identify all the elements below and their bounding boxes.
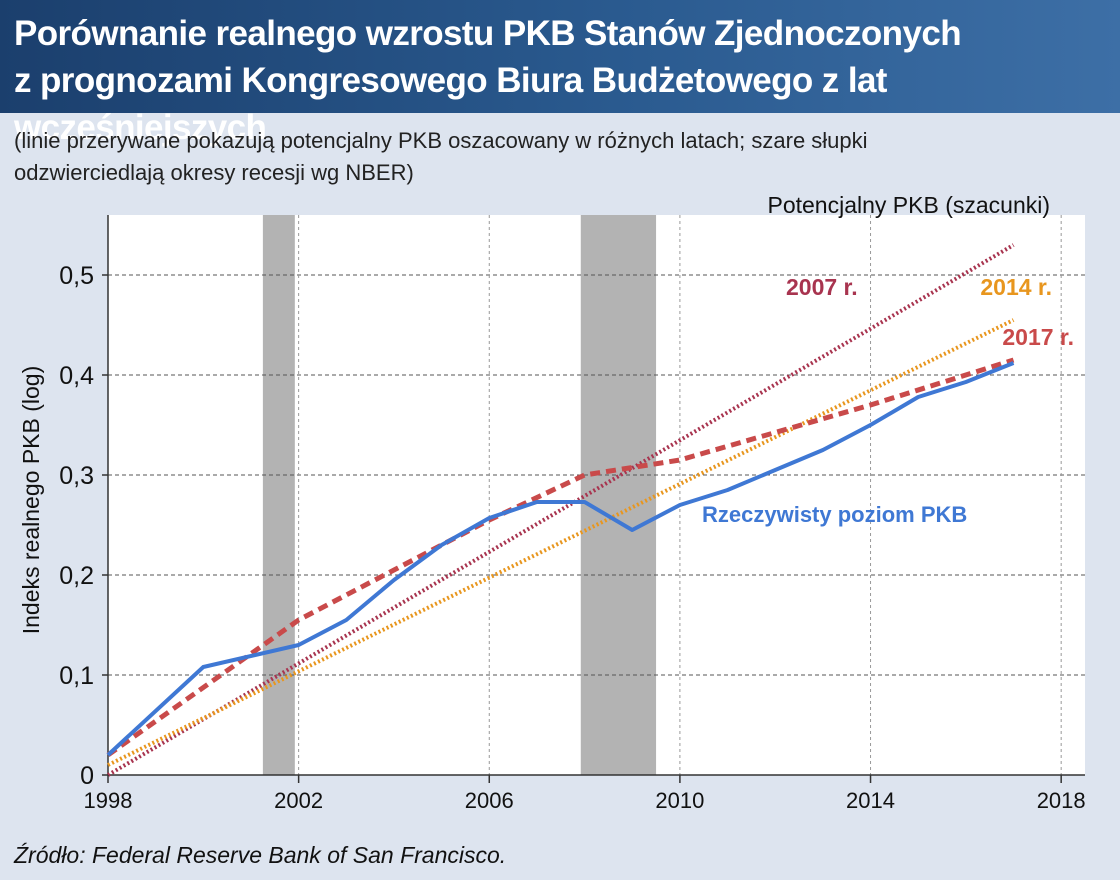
- series-label-1: 2007 r.: [786, 274, 858, 300]
- chart-title-line-2: z prognozami Kongresowego Biura Budżetow…: [14, 61, 887, 147]
- recession-bar-2: [580, 215, 657, 775]
- series-label-3: 2017 r.: [1002, 324, 1074, 350]
- x-tick-label-0: 1998: [84, 788, 133, 813]
- y-tick-label-2: 0,2: [59, 562, 94, 590]
- chart-title: Porównanie realnego wzrostu PKB Stanów Z…: [14, 10, 1114, 151]
- y-tick-label-3: 0,3: [59, 462, 94, 490]
- x-tick-label-4: 2014: [846, 788, 895, 813]
- series-line-2: [107, 318, 1015, 767]
- legend-title: Potencjalny PKB (szacunki): [767, 192, 1050, 218]
- recession-bar-1: [262, 215, 295, 775]
- series-label-2: 2014 r.: [980, 274, 1052, 300]
- source-note: Źródło: Federal Reserve Bank of San Fran…: [14, 842, 507, 868]
- chart-subtitle-line-1: (linie przerywane pokazują potencjalny P…: [14, 128, 868, 153]
- y-tick-label-0: 0: [80, 762, 94, 790]
- y-tick-label-5: 0,5: [59, 262, 94, 290]
- x-tick-label-3: 2010: [655, 788, 704, 813]
- x-tick-label-2: 2006: [465, 788, 514, 813]
- x-tick-label-1: 2002: [274, 788, 323, 813]
- chart-subtitle: (linie przerywane pokazują potencjalny P…: [14, 125, 1104, 189]
- x-tick-label-5: 2018: [1037, 788, 1086, 813]
- chart-subtitle-line-2: odzwierciedlają okresy recesji wg NBER): [14, 160, 414, 185]
- title-banner: Porównanie realnego wzrostu PKB Stanów Z…: [0, 0, 1120, 147]
- line-chart: 1998 2002 2006 2010 2014 2018 0 0,1 0,2 0,3 0,4 0,5…: [18, 192, 1086, 813]
- series-line-3: [106, 357, 1015, 758]
- y-tick-label-1: 0,1: [59, 662, 94, 690]
- chart-area: 1998 2002 2006 2010 2014 2018 0 0,1 0,2 0,3 0,4 0,5…: [0, 185, 1120, 835]
- series-line-4: [106, 361, 1015, 757]
- series-label-4: Rzeczywisty poziom PKB: [702, 502, 967, 527]
- y-tick-label-4: 0,4: [59, 362, 94, 390]
- series-line-1: [106, 243, 1015, 777]
- chart-title-line-1: Porównanie realnego wzrostu PKB Stanów Z…: [14, 14, 962, 53]
- y-axis-title: Indeks realnego PKB (log): [18, 366, 44, 635]
